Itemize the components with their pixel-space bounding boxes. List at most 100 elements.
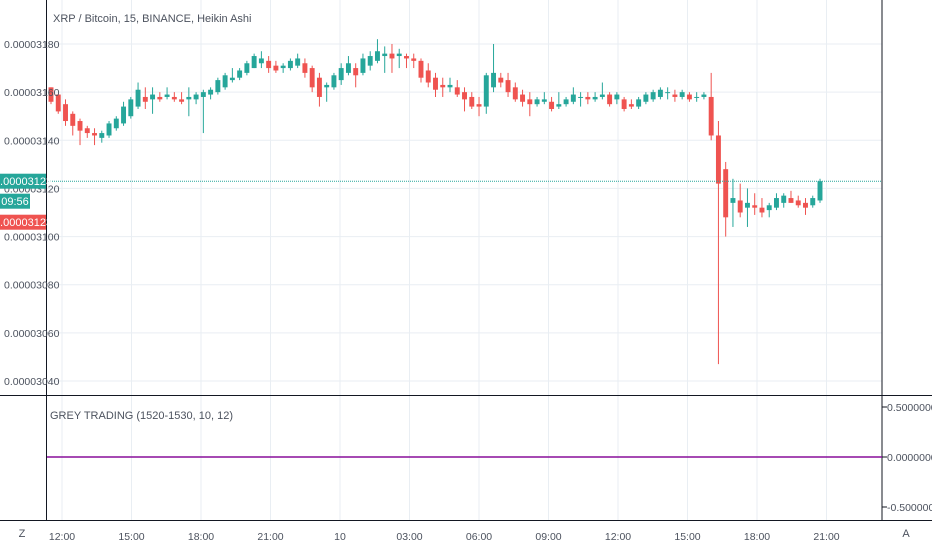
candle-body <box>84 128 90 134</box>
candle-body <box>404 56 409 59</box>
candle-body <box>92 133 97 136</box>
candle-body <box>803 202 808 208</box>
auto-scale-button[interactable]: A <box>902 528 910 540</box>
candle-body <box>650 92 656 100</box>
candle <box>113 116 119 131</box>
candle-body <box>121 106 127 124</box>
candle-body <box>99 133 105 138</box>
candle <box>121 101 127 126</box>
candle <box>222 72 228 90</box>
candle-body <box>512 87 518 100</box>
candle <box>541 92 547 105</box>
candle-body <box>215 80 221 93</box>
candle <box>266 56 272 73</box>
candle <box>744 188 750 227</box>
candle <box>77 118 83 146</box>
candle-body <box>222 75 228 88</box>
candle-body <box>730 198 736 203</box>
candle-body <box>810 198 816 206</box>
candle <box>679 89 685 100</box>
candle-body <box>309 68 315 88</box>
candle <box>462 87 467 112</box>
candle <box>803 198 808 215</box>
candle <box>650 89 656 102</box>
candle-body <box>585 96 591 100</box>
candle-body <box>287 60 293 69</box>
candle-body <box>570 94 576 102</box>
time-tick-label: 15:00 <box>118 531 144 543</box>
candle-body <box>476 104 482 107</box>
candle <box>208 87 214 100</box>
candle-body <box>186 96 192 100</box>
candle <box>491 44 497 93</box>
candle <box>469 92 475 109</box>
candle-body <box>171 96 177 100</box>
candle-body <box>505 80 511 93</box>
candle-body <box>237 70 243 78</box>
time-tick-label: 03:00 <box>396 531 422 543</box>
candle-body <box>744 202 750 208</box>
indicator-pane[interactable] <box>0 396 882 520</box>
candle <box>788 190 794 203</box>
candle <box>621 96 627 112</box>
candle <box>106 121 112 138</box>
price-pane[interactable] <box>0 0 882 395</box>
candle <box>324 82 330 102</box>
candle-body <box>179 99 185 102</box>
candle <box>63 99 68 126</box>
candle-body <box>701 94 707 97</box>
indicator-scale[interactable]: 0.50000000 0.00000000 -0.50000000 <box>882 402 932 514</box>
candle-body <box>157 96 163 100</box>
candle-body <box>715 135 721 184</box>
candle-body <box>541 99 547 102</box>
candle-body <box>295 58 301 66</box>
candle <box>70 111 76 136</box>
candle-body <box>520 94 526 102</box>
candle <box>447 77 453 93</box>
candle <box>353 63 359 88</box>
candle <box>433 72 438 97</box>
time-axis[interactable]: 12:00 15:00 18:00 21:00 10 03:00 06:00 09:00 12:… <box>49 531 840 543</box>
candle-body <box>280 65 286 69</box>
candle <box>512 82 518 102</box>
time-tick-label: 12:00 <box>605 531 631 543</box>
candle <box>766 202 772 218</box>
candle <box>665 87 671 100</box>
candle-body <box>48 87 54 102</box>
candle-body <box>643 94 649 102</box>
candle-body <box>389 53 395 59</box>
candle-body <box>657 89 663 97</box>
candle-body <box>135 89 141 107</box>
indicator-tick-label: -0.50000000 <box>887 502 932 514</box>
time-tick-label: 21:00 <box>257 531 283 543</box>
candle <box>345 56 351 76</box>
indicator-title[interactable]: GREY TRADING (1520-1530, 10, 12) <box>50 410 233 422</box>
price-scale[interactable]: 0.00003040 0.00003060 0.00003080 0.00003100… <box>4 39 60 388</box>
candle <box>563 96 569 107</box>
candle <box>440 77 446 97</box>
candle <box>672 89 678 102</box>
candle <box>150 87 156 114</box>
candle <box>229 68 235 83</box>
time-tick-label: 12:00 <box>49 531 75 543</box>
candle-body <box>411 58 417 61</box>
candle-body <box>142 96 148 102</box>
candle <box>360 53 366 76</box>
countdown-label: 09:56 <box>0 193 30 209</box>
candle <box>708 72 714 141</box>
time-tick-label: 09:00 <box>535 531 561 543</box>
bid-price-label: 0.00003123 <box>0 214 52 230</box>
candle <box>142 87 148 109</box>
symbol-title[interactable]: XRP / Bitcoin, 15, BINANCE, Heikin Ashi <box>53 13 252 25</box>
candle-body <box>694 96 700 98</box>
candle-body <box>454 87 460 95</box>
candle-body <box>338 68 344 81</box>
candle <box>258 51 264 69</box>
candle <box>135 82 141 109</box>
zoom-button[interactable]: Z <box>19 528 26 540</box>
candle <box>418 58 424 83</box>
candle <box>331 72 337 90</box>
grid-lines <box>47 0 882 520</box>
candle-body <box>382 53 388 57</box>
